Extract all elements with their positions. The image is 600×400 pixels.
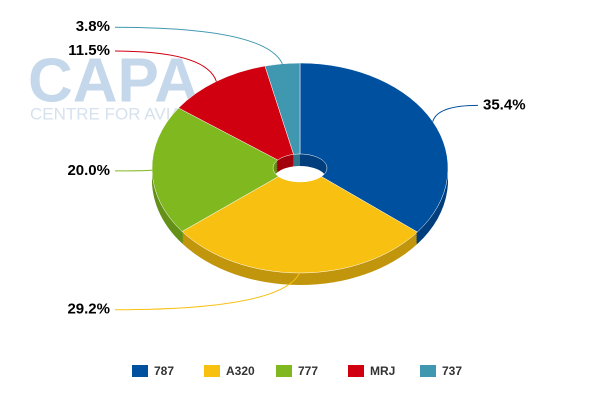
data-label: 11.5%	[68, 42, 110, 59]
watermark: CAPA	[28, 46, 199, 115]
legend-label: 787	[154, 364, 174, 378]
legend-swatch	[420, 365, 436, 377]
legend-swatch	[204, 365, 220, 377]
legend-swatch	[132, 365, 148, 377]
data-label: 20.0%	[67, 162, 110, 179]
data-label: 3.8%	[76, 18, 110, 35]
leader-line	[114, 272, 300, 311]
legend-label: 777	[298, 364, 318, 378]
slice	[178, 65, 294, 161]
leader-line	[432, 104, 479, 122]
leader-line	[114, 169, 153, 172]
data-label: 35.4%	[483, 96, 526, 113]
legend-swatch	[348, 365, 364, 377]
legend-swatch	[276, 365, 292, 377]
legend-label: MRJ	[370, 364, 395, 378]
slice	[264, 62, 301, 155]
slice	[299, 62, 449, 233]
data-label: 29.2%	[67, 301, 110, 318]
leader-line	[114, 50, 217, 82]
leader-line	[114, 26, 283, 64]
slice	[181, 176, 418, 274]
slice	[151, 107, 279, 232]
legend-label: 737	[442, 364, 462, 378]
legend-label: A320	[226, 364, 255, 378]
